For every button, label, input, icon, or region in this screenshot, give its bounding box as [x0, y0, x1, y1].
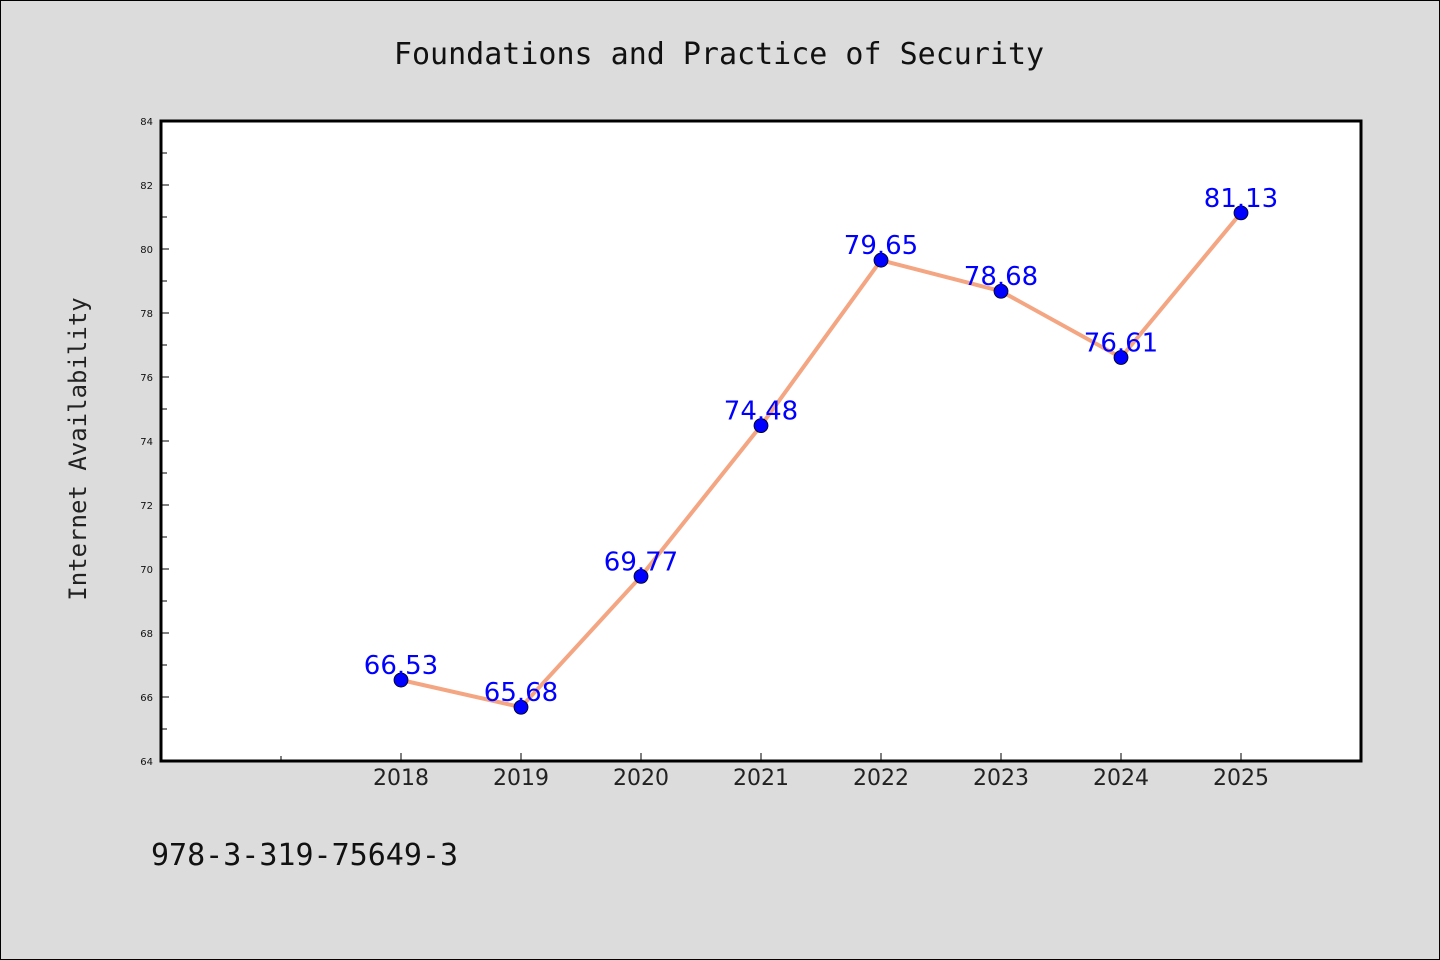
x-tick-label: 2021: [733, 766, 789, 791]
x-axis: 2018 2019 2020 2021 2022 2023 2024 2025: [280, 753, 1269, 791]
x-tick-label: 2023: [973, 766, 1029, 791]
data-point: [1233, 205, 1249, 221]
data-label: 65.68: [484, 678, 558, 708]
data-label: 81.13: [1204, 184, 1278, 214]
x-tick-label: 2019: [493, 766, 549, 791]
chart-title: Foundations and Practice of Security: [394, 37, 1044, 72]
series-line: [400, 211, 1243, 710]
data-point: [753, 418, 769, 434]
y-tick-label: 78: [140, 309, 153, 320]
x-tick-label: 2024: [1093, 766, 1149, 791]
y-tick-label: 74: [140, 437, 153, 448]
data-points: [393, 205, 1249, 715]
x-tick-label: 2022: [853, 766, 909, 791]
y-tick-label: 82: [140, 181, 153, 192]
x-tick-label: 2018: [373, 766, 429, 791]
data-label: 74.48: [724, 397, 798, 427]
x-tick-label: 2025: [1213, 766, 1269, 791]
y-tick-label: 64: [140, 757, 153, 768]
y-axis-label: Internet Availability: [64, 297, 92, 600]
isbn-footer: 978-3-319-75649-3: [151, 838, 458, 873]
y-tick-label: 80: [140, 245, 153, 256]
data-label: 76.61: [1084, 328, 1158, 358]
data-labels: 66.53 65.68 69.77 74.48 79.65 78.68 76.61 81.13: [364, 184, 1278, 708]
y-tick-label: 66: [140, 693, 153, 704]
data-label: 78.68: [964, 262, 1038, 292]
data-point: [873, 252, 889, 268]
data-point: [993, 283, 1009, 299]
data-point: [513, 699, 529, 715]
data-point: [633, 568, 649, 584]
plot-area: [159, 119, 1363, 763]
data-label: 79.65: [844, 231, 918, 261]
data-label: 66.53: [364, 651, 438, 681]
data-label: 69.77: [604, 547, 678, 577]
data-point: [393, 672, 409, 688]
y-tick-label: 70: [140, 565, 153, 576]
x-tick-label: 2020: [613, 766, 669, 791]
y-tick-label: 84: [140, 117, 153, 128]
series-line-group: [400, 211, 1243, 710]
y-tick-label: 72: [140, 501, 153, 512]
y-tick-label: 76: [140, 373, 153, 384]
y-axis: 64 66 68 70 72 74 76 78 80 82 84: [140, 117, 169, 768]
data-point: [1113, 350, 1129, 365]
y-tick-label: 68: [140, 629, 153, 640]
